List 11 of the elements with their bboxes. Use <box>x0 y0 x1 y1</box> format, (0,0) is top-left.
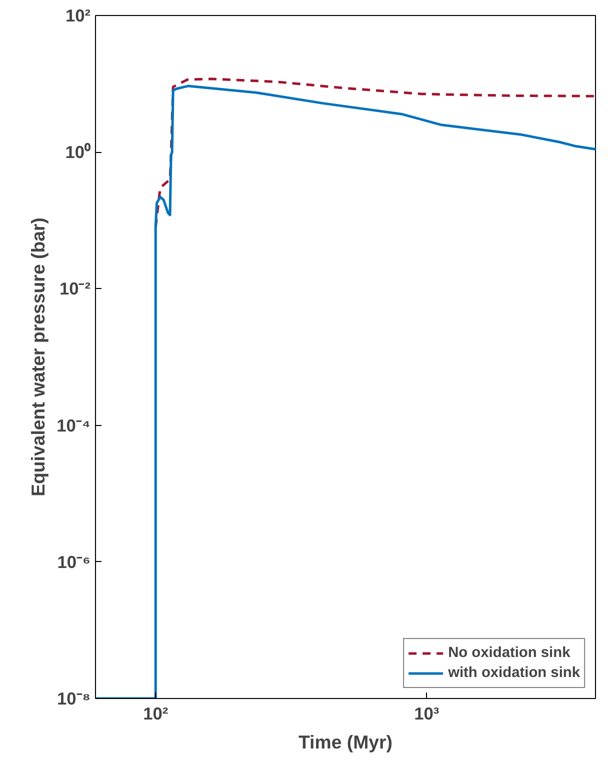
y-tick-label: 10⁻² <box>59 278 91 299</box>
y-tick-label: 10⁻⁶ <box>57 552 91 572</box>
x-tick-label: 10³ <box>414 704 440 724</box>
y-tick-label: 10⁻⁴ <box>56 415 91 436</box>
y-tick-label: 10⁰ <box>65 142 92 162</box>
legend-label: No oxidation sink <box>448 645 570 661</box>
y-axis-title: Equivalent water pressure (bar) <box>28 218 49 496</box>
legend-label: with oxidation sink <box>448 665 580 681</box>
y-tick-label: 10² <box>65 6 91 26</box>
y-tick-label: 10⁻⁸ <box>57 688 91 708</box>
x-axis-title: Time (Myr) <box>298 732 393 752</box>
